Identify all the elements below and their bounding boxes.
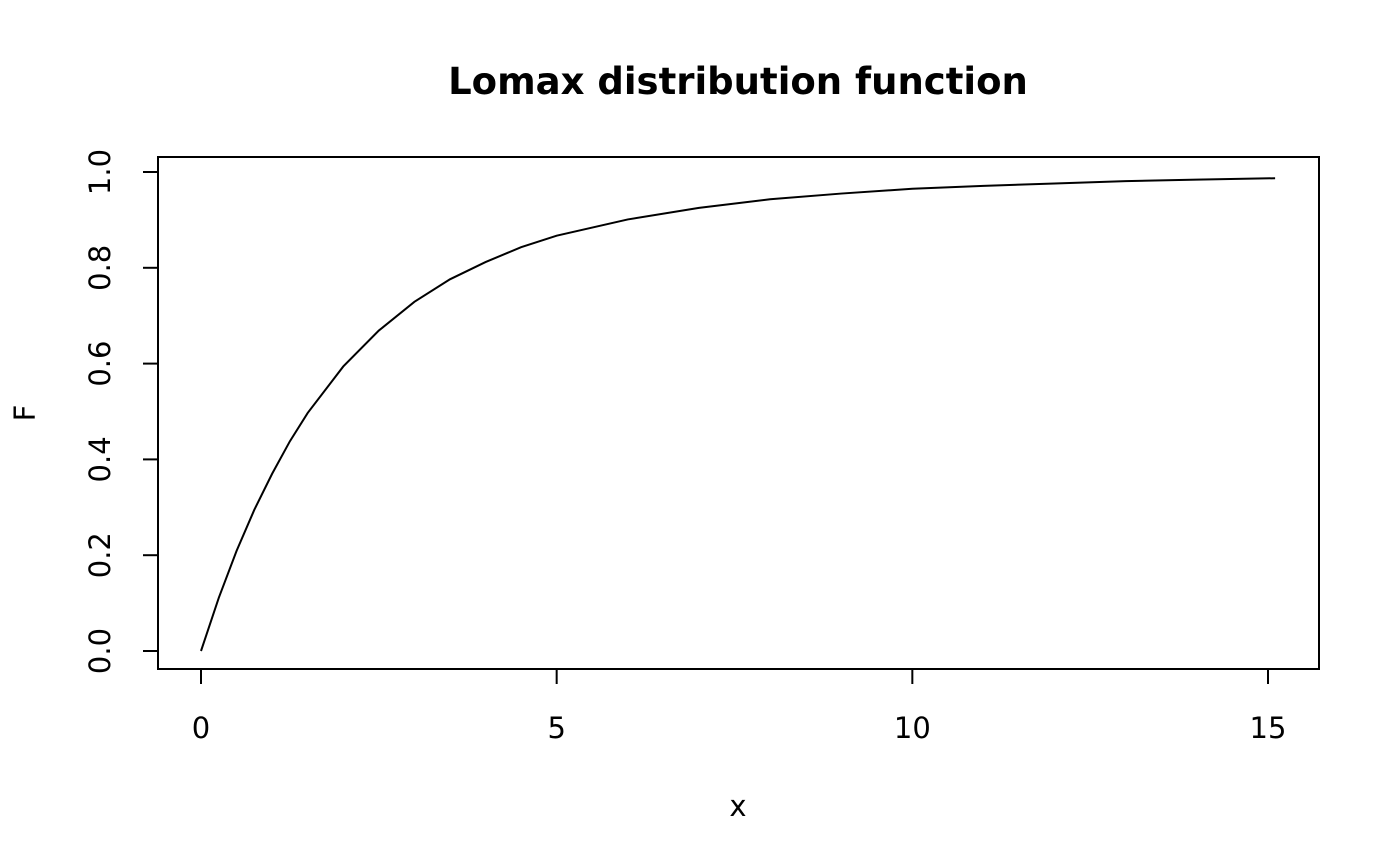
x-tick-label: 5 [547, 711, 565, 745]
plot-frame [157, 156, 1320, 670]
x-axis: 0 5 10 15 [192, 668, 1287, 745]
y-tick-label: 0.6 [83, 341, 117, 387]
y-axis-label: F [8, 405, 42, 422]
x-tick-label: 0 [192, 711, 210, 745]
y-tick-label: 1.0 [83, 149, 117, 195]
y-tick-label: 0.8 [83, 245, 117, 291]
x-axis-label: x [729, 789, 746, 823]
y-tick-label: 0.2 [83, 532, 117, 578]
y-tick-label: 0.4 [83, 436, 117, 482]
distribution-curve [200, 177, 1276, 652]
y-tick-label: 0.0 [83, 628, 117, 674]
x-tick-label: 10 [894, 711, 931, 745]
y-axis: 0.0 0.2 0.4 0.6 0.8 1.0 [83, 149, 159, 674]
x-tick-label: 15 [1250, 711, 1287, 745]
chart-title: Lomax distribution function [448, 60, 1028, 103]
